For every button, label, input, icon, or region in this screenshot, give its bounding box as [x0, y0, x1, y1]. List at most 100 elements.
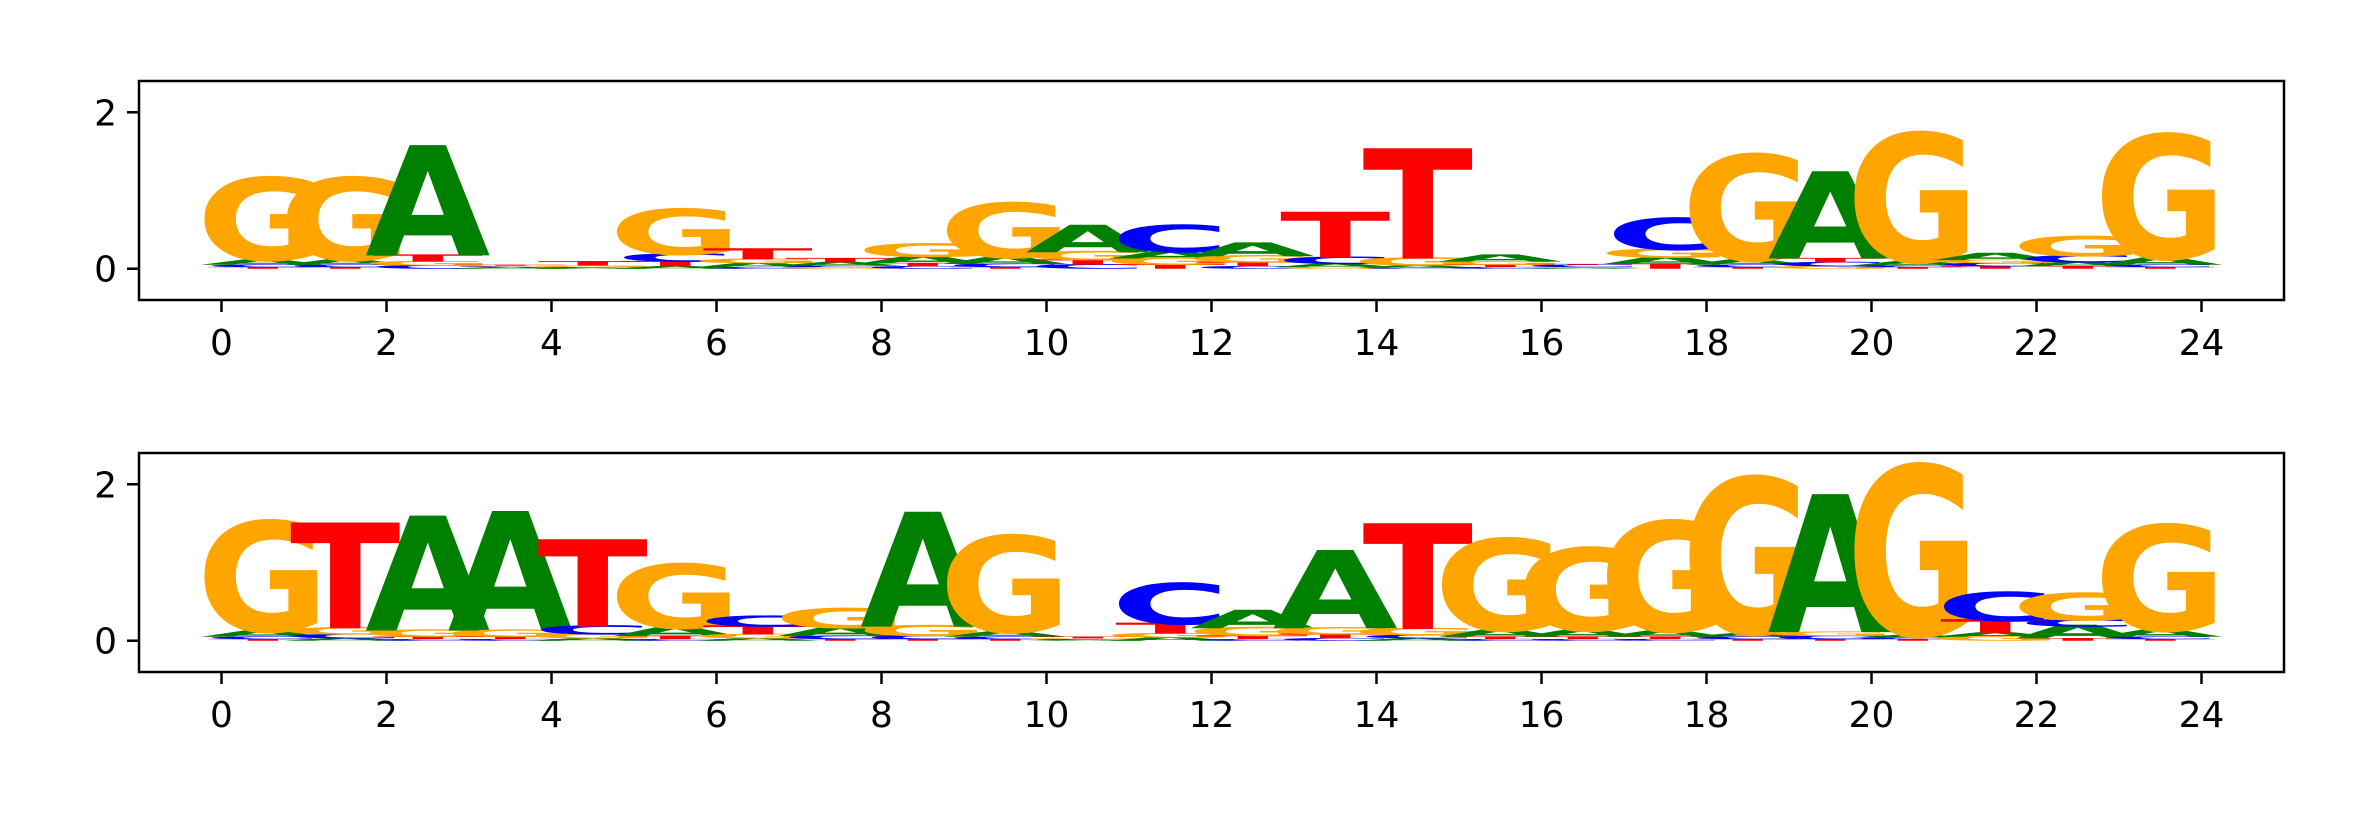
- logo-letter-g: G: [939, 509, 1072, 663]
- logo-letter-t: T: [1280, 633, 1390, 640]
- svg-text:G: G: [1929, 635, 2062, 642]
- svg-text:T: T: [950, 266, 1060, 269]
- logo-letter-a: A: [1438, 252, 1564, 264]
- svg-text:T: T: [703, 245, 813, 263]
- x-tick-label: 14: [1354, 695, 1400, 736]
- x-tick-label: 24: [2179, 323, 2225, 364]
- svg-text:C: C: [533, 267, 652, 268]
- svg-text:T: T: [1610, 262, 1720, 271]
- logo-letter-c: C: [1606, 209, 1725, 260]
- svg-text:C: C: [286, 633, 405, 640]
- svg-text:A: A: [1933, 251, 2059, 263]
- logo-letter-a: A: [1108, 249, 1234, 261]
- svg-text:T: T: [620, 634, 730, 640]
- logo-letter-a: A: [1850, 260, 1975, 267]
- svg-text:T: T: [1858, 638, 1968, 641]
- logo-letter-c: C: [863, 265, 982, 269]
- logo-letter-c: C: [781, 634, 900, 640]
- x-tick-label: 24: [2179, 695, 2225, 736]
- svg-text:T: T: [620, 259, 730, 268]
- logo-letter-a: A: [1190, 605, 1315, 634]
- logo-letter-c: C: [781, 265, 900, 268]
- svg-text:A: A: [2015, 261, 2140, 268]
- svg-text:C: C: [1688, 264, 1807, 268]
- x-tick-label: 4: [540, 323, 563, 364]
- svg-text:G: G: [1269, 625, 1402, 637]
- logo-letter-c: C: [1358, 268, 1477, 269]
- logo-letter-t: T: [785, 257, 895, 264]
- svg-text:T: T: [1775, 638, 1885, 641]
- svg-text:C: C: [368, 264, 487, 270]
- logo-letter-c: C: [1771, 261, 1890, 268]
- logo-letter-g: G: [196, 154, 329, 286]
- svg-text:C: C: [1028, 639, 1147, 640]
- svg-text:A: A: [860, 481, 985, 665]
- svg-text:G: G: [196, 491, 329, 667]
- svg-text:T: T: [1115, 263, 1225, 270]
- svg-text:C: C: [946, 636, 1065, 640]
- logo-letter-c: C: [451, 638, 570, 641]
- logo-letter-c: C: [1853, 637, 1972, 640]
- logo-letter-g: G: [444, 265, 577, 266]
- svg-text:C: C: [1771, 634, 1890, 640]
- y-tick-label: 2: [94, 465, 117, 506]
- logo-panel-1: TCAGTCAGCGTAACGTACGTATCGCAGTGCATCTAGTCAG…: [94, 79, 2286, 364]
- logo-letter-a: A: [2098, 256, 2224, 268]
- svg-text:A: A: [283, 637, 408, 641]
- svg-text:C: C: [1853, 637, 1972, 640]
- svg-text:A: A: [200, 629, 326, 639]
- logo-letter-t: T: [455, 636, 565, 640]
- logo-letter-a: A: [1603, 255, 1729, 267]
- logo-letter-t: T: [703, 245, 813, 263]
- logo-letter-c: C: [1441, 266, 1560, 269]
- svg-text:G: G: [1599, 246, 1732, 261]
- svg-text:G: G: [526, 265, 659, 268]
- logo-letter-t: T: [538, 260, 648, 267]
- svg-text:A: A: [1850, 260, 1975, 267]
- logo-letter-g: G: [1681, 126, 1814, 295]
- logo-letter-g: G: [1846, 98, 1979, 300]
- svg-text:G: G: [2011, 585, 2144, 629]
- logo-letter-t: T: [1693, 266, 1803, 269]
- logo-letter-t: T: [703, 623, 813, 638]
- svg-text:A: A: [365, 115, 490, 291]
- svg-text:G: G: [1021, 638, 1154, 639]
- logo-letter-g: G: [279, 625, 412, 637]
- logo-letter-a: A: [778, 624, 903, 639]
- logo-letter-a: A: [200, 629, 326, 639]
- svg-text:T: T: [455, 636, 565, 640]
- svg-text:T: T: [1775, 257, 1885, 264]
- svg-text:G: G: [444, 628, 577, 640]
- logo-letter-t: T: [290, 494, 400, 663]
- logo-letter-t: T: [208, 638, 318, 641]
- logo-letter-g: G: [2094, 102, 2227, 300]
- svg-text:C: C: [2101, 264, 2220, 268]
- svg-text:G: G: [1681, 126, 1814, 295]
- svg-text:C: C: [1276, 637, 1395, 641]
- svg-text:T: T: [1115, 620, 1225, 638]
- svg-text:G: G: [691, 257, 824, 264]
- svg-text:A: A: [613, 624, 738, 639]
- logo-letter-g: G: [856, 240, 989, 262]
- logo-letter-t: T: [538, 515, 648, 655]
- svg-text:G: G: [1021, 249, 1154, 264]
- x-tick-label: 6: [705, 323, 728, 364]
- logo-letter-t: T: [1198, 634, 1308, 640]
- svg-text:G: G: [609, 196, 742, 269]
- logo-letter-t: T: [950, 266, 1060, 269]
- x-tick-label: 16: [1519, 695, 1565, 736]
- svg-text:T: T: [1940, 265, 2050, 269]
- svg-text:G: G: [1186, 253, 1319, 265]
- logo-letter-t: T: [1198, 261, 1308, 268]
- logo-letter-g: G: [526, 633, 659, 640]
- logo-letter-a: A: [1768, 457, 1893, 672]
- x-tick-label: 8: [870, 695, 893, 736]
- logo-letter-t: T: [290, 266, 400, 269]
- logo-letter-t: T: [2105, 638, 2215, 641]
- logo-letter-a: A: [1108, 636, 1233, 642]
- logo-letter-t: T: [1940, 265, 2050, 269]
- logo-letter-c: C: [203, 264, 322, 268]
- logo-letter-t: T: [868, 638, 978, 641]
- logo-letter-c: C: [2018, 253, 2137, 265]
- logo-letter-g: G: [1599, 246, 1732, 261]
